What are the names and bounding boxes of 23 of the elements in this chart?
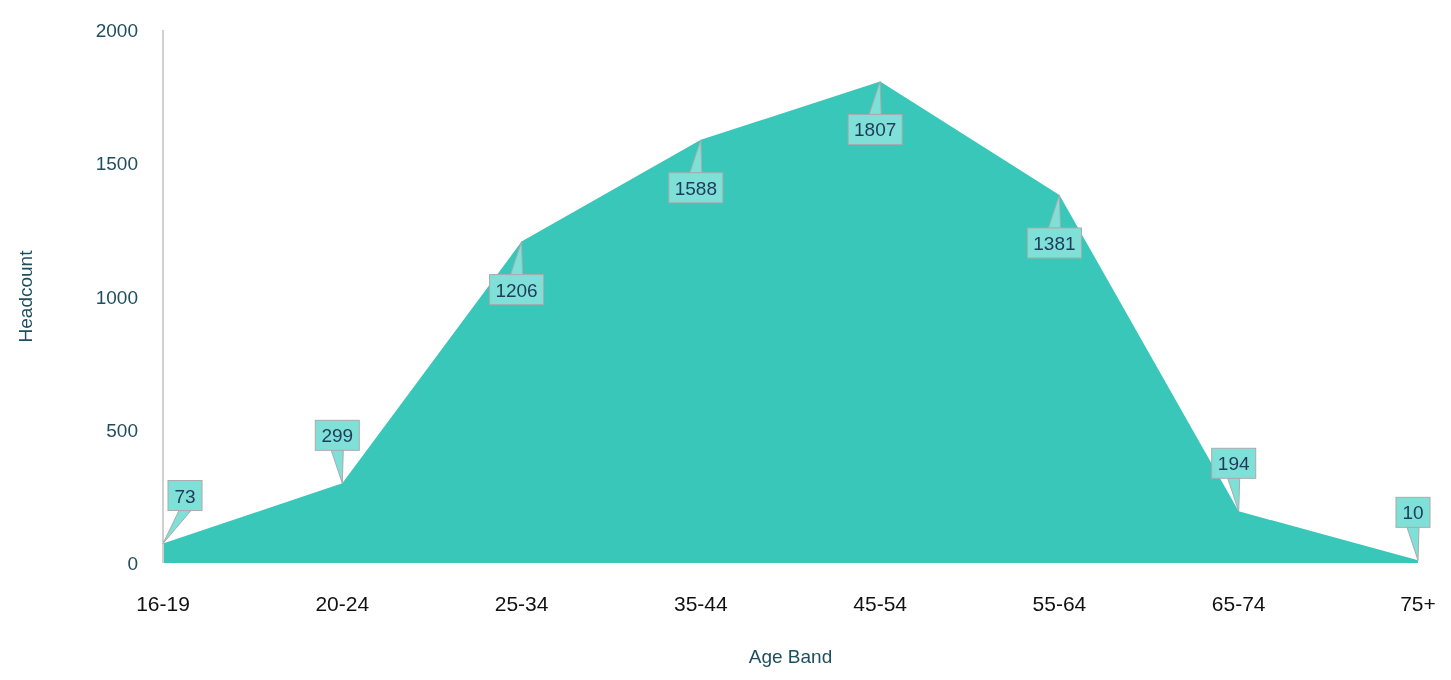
y-axis-title: Headcount — [15, 249, 36, 343]
x-tick-label: 45-54 — [853, 592, 908, 615]
data-label: 1206 — [495, 279, 538, 301]
x-tick-label: 65-74 — [1211, 592, 1266, 615]
y-tick-label: 1500 — [95, 153, 138, 175]
data-label: 194 — [1217, 453, 1250, 475]
y-tick-label: 1000 — [95, 286, 138, 308]
x-tick-label: 35-44 — [674, 592, 729, 615]
x-tick-label: 55-64 — [1032, 592, 1087, 615]
y-tick-label: 0 — [127, 553, 138, 574]
x-tick-label: 25-34 — [494, 592, 549, 615]
x-tick-label: 16-19 — [136, 592, 190, 615]
data-label: 73 — [174, 485, 196, 507]
data-label: 1588 — [674, 177, 717, 199]
data-label: 299 — [321, 425, 354, 447]
x-tick-label: 75+ — [1400, 592, 1436, 615]
data-label: 10 — [1402, 502, 1424, 524]
x-tick-label: 20-24 — [315, 592, 370, 615]
x-axis-title: Age Band — [748, 646, 833, 667]
y-tick-label: 500 — [106, 419, 138, 441]
data-label: 1807 — [854, 119, 897, 141]
y-tick-label: 2000 — [95, 20, 138, 41]
data-label: 1381 — [1033, 232, 1076, 254]
